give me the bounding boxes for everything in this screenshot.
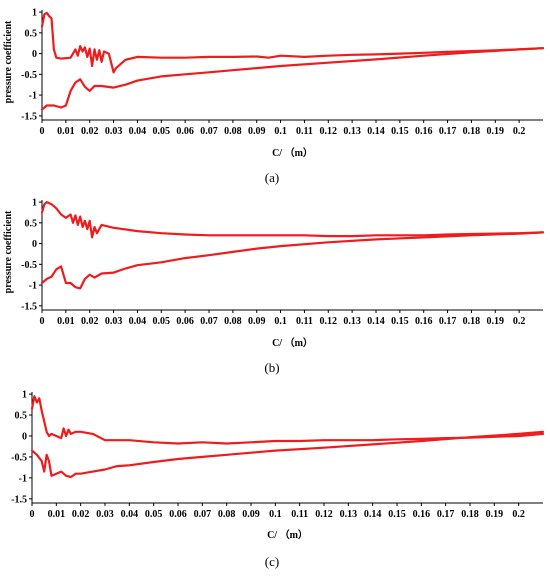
- x-tick-label: 0.03: [105, 316, 123, 327]
- x-tick-label: 0.01: [48, 509, 66, 520]
- chart-panel-1: 10.50-0.5-1-1.50 0.01 0.02 0.03 0.04 0.05 0.06…: [3, 8, 545, 185]
- x-tick-label: 0.16: [413, 509, 431, 520]
- x-tick-label: 0.02: [81, 126, 99, 137]
- y-tick-label: -1.5: [11, 494, 27, 505]
- x-tick-label: 0: [30, 509, 35, 520]
- x-tick-label: 0.12: [320, 126, 338, 137]
- y-tick-label: -1.5: [21, 111, 37, 122]
- y-tick-label: -1: [29, 91, 37, 102]
- x-tick-label: 0.18: [463, 316, 481, 327]
- y-tick-label: -0.5: [21, 260, 37, 271]
- y-tick-label: 0.5: [25, 28, 38, 39]
- series-line-2: [30, 430, 545, 479]
- x-tick-label: 0.17: [439, 126, 457, 137]
- x-tick-label: 0.03: [96, 509, 114, 520]
- x-tick-label: 0.05: [153, 316, 171, 327]
- y-tick-label: -1: [29, 281, 37, 292]
- x-tick-label: 0.13: [343, 316, 361, 327]
- x-tick-label: 0.09: [242, 509, 260, 520]
- x-tick-label: 0.04: [121, 509, 139, 520]
- x-tick-label: 0.19: [487, 316, 505, 327]
- y-axis-label: pressure coefficient: [3, 20, 14, 103]
- x-tick-label: 0.02: [81, 316, 99, 327]
- x-tick-label: 0.09: [248, 316, 266, 327]
- x-tick-label: 0: [40, 126, 45, 137]
- x-tick-label: 0.18: [463, 126, 481, 137]
- x-tick-label: 0.01: [57, 126, 75, 137]
- panel-caption: (a): [265, 170, 279, 185]
- y-tick-label: 0: [32, 239, 37, 250]
- x-tick-label: 0.11: [296, 316, 313, 327]
- x-tick-label: 0.07: [194, 509, 212, 520]
- chart-panel-2: 10.50-0.5-1-1.50 0.01 0.02 0.03 0.04 0.05 0.06…: [3, 198, 545, 375]
- x-tick-label: 0.11: [296, 126, 313, 137]
- x-tick-label: 0.18: [461, 509, 479, 520]
- panel-caption: (c): [265, 554, 279, 569]
- x-tick-label: 0.07: [200, 316, 218, 327]
- x-tick-label: 0: [40, 316, 45, 327]
- y-tick-label: 0: [22, 431, 27, 442]
- x-tick-label: 0.06: [169, 509, 187, 520]
- x-tick-label: 0.12: [315, 509, 333, 520]
- chart-panel-3: 10.50-0.5-1-1.50 0.01 0.02 0.03 0.04 0.05 0.06…: [11, 390, 545, 569]
- x-tick-label: 0.03: [105, 126, 123, 137]
- series-line-1: [30, 395, 545, 445]
- x-tick-label: 0.1: [274, 316, 287, 327]
- x-tick-label: 0.15: [391, 126, 409, 137]
- x-tick-label: 0.05: [145, 509, 163, 520]
- x-tick-label: 0.2: [512, 509, 525, 520]
- x-tick-label: 0.08: [218, 509, 236, 520]
- x-axis-label: C/ （m）: [267, 528, 308, 541]
- x-tick-label: 0.07: [200, 126, 218, 137]
- y-tick-label: -0.5: [11, 452, 27, 463]
- y-tick-label: -1: [19, 473, 27, 484]
- x-tick-label: 0.13: [343, 126, 361, 137]
- x-tick-label: 0.14: [364, 509, 382, 520]
- x-tick-label: 0.14: [367, 316, 385, 327]
- x-tick-label: 0.06: [176, 316, 194, 327]
- x-tick-label: 0.17: [439, 316, 457, 327]
- x-axis-label: C/ （m）: [272, 336, 313, 349]
- panel-caption: (b): [264, 360, 279, 375]
- x-tick-label: 0.12: [320, 316, 338, 327]
- y-tick-label: 0: [32, 49, 37, 60]
- y-tick-label: 1: [32, 198, 37, 209]
- series-line-2: [40, 231, 545, 290]
- y-tick-label: -1.5: [21, 301, 37, 312]
- x-tick-label: 0.16: [415, 316, 433, 327]
- y-tick-label: 0.5: [15, 411, 28, 422]
- x-tick-label: 0.02: [72, 509, 90, 520]
- x-tick-label: 0.15: [391, 316, 409, 327]
- x-tick-label: 0.01: [57, 316, 75, 327]
- y-tick-label: 1: [32, 8, 37, 19]
- series-line-1: [40, 201, 545, 239]
- x-tick-label: 0.06: [176, 126, 194, 137]
- x-tick-label: 0.13: [340, 509, 358, 520]
- x-tick-label: 0.16: [415, 126, 433, 137]
- x-tick-label: 0.14: [367, 126, 385, 137]
- x-tick-label: 0.17: [437, 509, 455, 520]
- x-tick-label: 0.05: [153, 126, 171, 137]
- x-axis-label: C/ （m）: [272, 146, 313, 159]
- x-tick-label: 0.1: [274, 126, 287, 137]
- x-tick-label: 0.11: [291, 509, 308, 520]
- y-tick-label: 1: [22, 390, 27, 401]
- y-axis-label: pressure coefficient: [3, 210, 14, 293]
- x-tick-label: 0.2: [513, 316, 526, 327]
- x-tick-label: 0.15: [388, 509, 406, 520]
- x-tick-label: 0.04: [129, 126, 147, 137]
- x-tick-label: 0.1: [269, 509, 282, 520]
- series-line-1: [40, 11, 545, 74]
- x-tick-label: 0.08: [224, 316, 242, 327]
- x-tick-label: 0.08: [224, 126, 242, 137]
- x-tick-label: 0.09: [248, 126, 266, 137]
- x-tick-label: 0.19: [487, 126, 505, 137]
- series-line-2: [40, 47, 545, 111]
- x-tick-label: 0.04: [129, 316, 147, 327]
- y-tick-label: 0.5: [25, 218, 38, 229]
- x-tick-label: 0.2: [513, 126, 526, 137]
- x-tick-label: 0.19: [486, 509, 504, 520]
- y-tick-label: -0.5: [21, 70, 37, 81]
